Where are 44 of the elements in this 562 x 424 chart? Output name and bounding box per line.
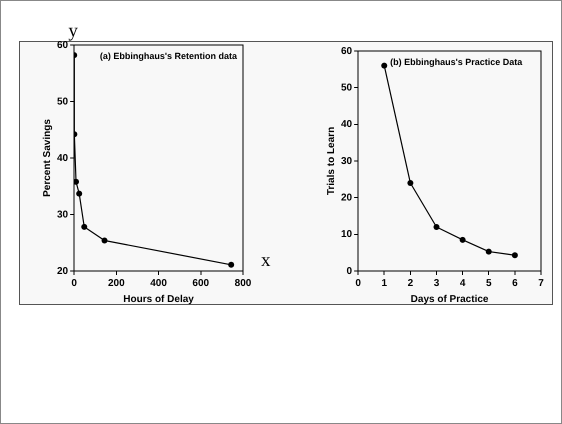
x-tick-label: 800 xyxy=(234,278,252,289)
x-tick-label: 3 xyxy=(434,278,440,289)
y-tick-label: 40 xyxy=(341,119,353,130)
text: x xyxy=(261,250,271,271)
y-axis-title: Trials to Learn xyxy=(326,126,337,196)
text: (a) Ebbinghaus's Retention data xyxy=(100,50,238,61)
text: (b) Ebbinghaus's Practice Data xyxy=(390,56,524,67)
x-axis-title: Days of Practice xyxy=(410,294,489,305)
y-axis-title: Percent Savings xyxy=(42,118,53,197)
point xyxy=(486,248,492,255)
point xyxy=(102,237,108,244)
x-tick-label: 0 xyxy=(71,278,78,289)
y-tick-label: 50 xyxy=(341,82,353,94)
x-tick-label: 600 xyxy=(192,278,210,289)
y-tick-label: 20 xyxy=(341,192,353,204)
y-tick-label: 0 xyxy=(346,266,353,277)
x-tick-label: 7 xyxy=(538,278,544,289)
y-tick-label: 60 xyxy=(341,46,353,57)
y-tick-label: 40 xyxy=(57,152,69,164)
x-tick-label: 4 xyxy=(460,278,466,289)
y-tick-label: 20 xyxy=(57,266,69,277)
y-tick-label: 30 xyxy=(57,209,69,220)
point xyxy=(512,252,518,258)
point xyxy=(407,180,414,186)
x-tick-label: 5 xyxy=(486,278,492,289)
point xyxy=(74,178,80,185)
point xyxy=(434,224,440,230)
y-tick-label: 50 xyxy=(57,96,69,108)
y-tick-label: 30 xyxy=(341,156,353,167)
point xyxy=(381,62,388,69)
x-tick-label: 0 xyxy=(355,278,362,289)
x-tick-label: 200 xyxy=(108,278,126,289)
point xyxy=(460,236,466,243)
y-tick-label: 10 xyxy=(341,229,353,240)
x-tick-label: 1 xyxy=(381,278,388,289)
y-tick-label: 60 xyxy=(57,40,69,51)
point xyxy=(81,224,88,230)
x-tick-label: 400 xyxy=(150,278,168,289)
point xyxy=(76,190,82,197)
x-tick-label: 2 xyxy=(408,278,414,289)
x-tick-label: 6 xyxy=(512,278,518,289)
x-axis-title: Hours of Delay xyxy=(123,294,194,305)
text: y xyxy=(68,20,78,42)
point xyxy=(228,262,234,268)
